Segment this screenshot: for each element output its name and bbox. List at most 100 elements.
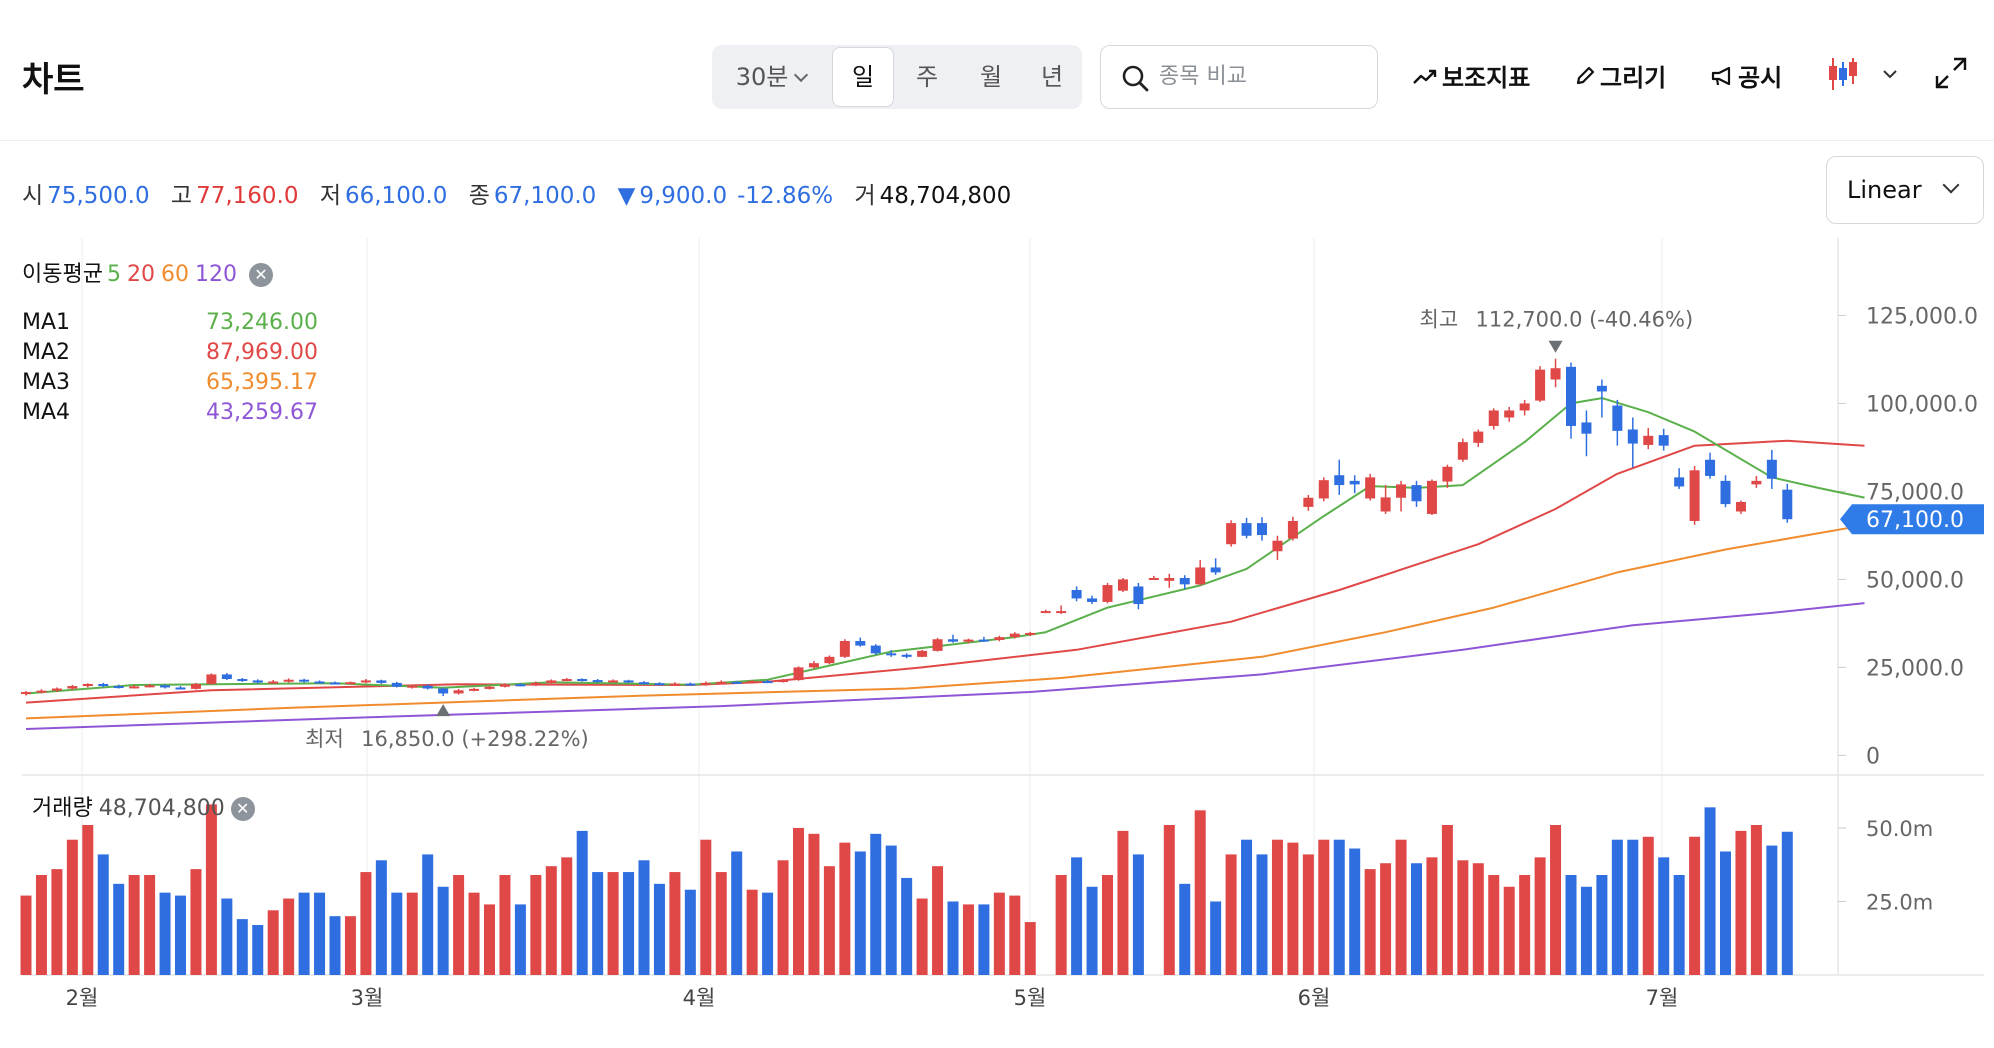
volume-bar [592,872,604,975]
candle-body [963,639,974,642]
candle-body [51,688,62,691]
candle-body [917,650,928,657]
candle-body [577,679,588,682]
candle-body [731,681,742,684]
volume-bar [1380,863,1392,975]
draw-button[interactable]: 그리기 [1574,58,1666,94]
candle-body [330,682,340,685]
ma-close-icon[interactable]: ✕ [248,263,273,287]
low-label: 저 [319,183,341,209]
volume-bar [1271,839,1283,975]
y-tick-label: 125,000.0 [1866,304,1978,329]
candle-body [546,680,557,683]
volume-bar [1055,875,1067,975]
candle-body [1751,480,1762,485]
candle-body [1164,578,1175,581]
candle-body [283,679,294,682]
candle-body [1102,585,1113,602]
disclosure-button[interactable]: 공시 [1710,58,1782,94]
x-tick-label: 2월 [66,986,99,1010]
scale-selected-label: Linear [1847,176,1922,204]
volume-bar [1117,830,1129,975]
candle-body [1581,422,1592,434]
volume-bar [545,866,557,975]
volume-bar [66,839,78,975]
candle-body [484,686,495,689]
candle-body [160,685,171,688]
volume-bar [1534,857,1546,975]
volume-bar [1441,825,1453,975]
compare-search-input[interactable] [1159,46,1369,106]
volume-bar [932,866,944,975]
candle-body [515,684,526,687]
last-price-label: 67,100.0 [1866,508,1964,533]
volume-bar [406,892,418,975]
interval-30min-dropdown[interactable]: 30분 [712,45,830,109]
candle-body [747,681,758,684]
volume-bar [1333,839,1345,975]
candle-body [1519,403,1530,411]
volume-bar [1009,895,1021,975]
fullscreen-button[interactable] [1934,56,1972,92]
change-value: 9,900.0 [639,183,728,209]
candle-body [530,682,541,686]
volume-bar [777,860,789,975]
candle-body [901,654,912,657]
ma-value: 65,395.17 [206,370,318,395]
megaphone-icon [1711,66,1731,85]
volume-bar [916,898,928,975]
candle-body [1380,497,1391,512]
volume-bar [623,872,635,975]
volume-bar [1102,875,1113,975]
volume-bar [1225,854,1237,975]
volume-tick-label: 25.0m [1866,890,1933,914]
volume-bar [793,827,804,975]
volume-bar [808,833,820,975]
candle-body [1535,369,1546,401]
low-value: 66,100.0 [344,183,448,209]
volume-bar [35,875,47,975]
interval-year[interactable]: 년 [1040,63,1064,91]
chart-type-dropdown[interactable] [1826,56,1904,92]
candle-body [1720,480,1731,505]
indicators-button[interactable]: 보조지표 [1412,58,1530,94]
low-marker-triangle [436,704,451,717]
candle-body [453,690,464,694]
volume-bar [1781,831,1793,975]
volume-bar [97,854,109,975]
scale-select[interactable]: Linear [1826,156,1984,224]
volume-bar [1349,848,1361,975]
candle-body [1643,435,1654,445]
volume-close-icon[interactable]: ✕ [230,797,255,821]
candle-body [1426,480,1437,514]
candle-body [685,683,696,686]
volume-legend-value: 48,704,800 [98,796,225,821]
candle-body [98,683,109,687]
interval-month[interactable]: 월 [979,63,1003,91]
compare-search-box[interactable] [1100,45,1378,109]
volume-bar [1704,807,1716,975]
candle-body [1766,459,1777,479]
x-tick-label: 6월 [1298,986,1331,1010]
candle-body [1241,523,1252,536]
candle-body [252,680,263,683]
candle-body [1056,611,1067,614]
volume-bar [1642,836,1654,975]
volume-bar [159,892,171,975]
interval-week[interactable]: 주 [915,63,939,91]
ma-period-5: 5 [106,262,121,287]
volume-bar [1302,854,1314,975]
volume-bar [1426,857,1438,975]
candle-body [499,684,510,687]
last-price-tag [1840,504,1984,535]
volume-bar [221,898,233,975]
volume-bar [993,892,1005,975]
interval-day[interactable]: 일 [832,47,894,107]
volume-bar [1580,886,1592,975]
volume-bar [51,869,63,975]
ma-period-120: 120 [194,262,237,287]
candle-body [669,683,680,686]
candle-body [221,674,232,680]
search-icon [1122,65,1149,92]
